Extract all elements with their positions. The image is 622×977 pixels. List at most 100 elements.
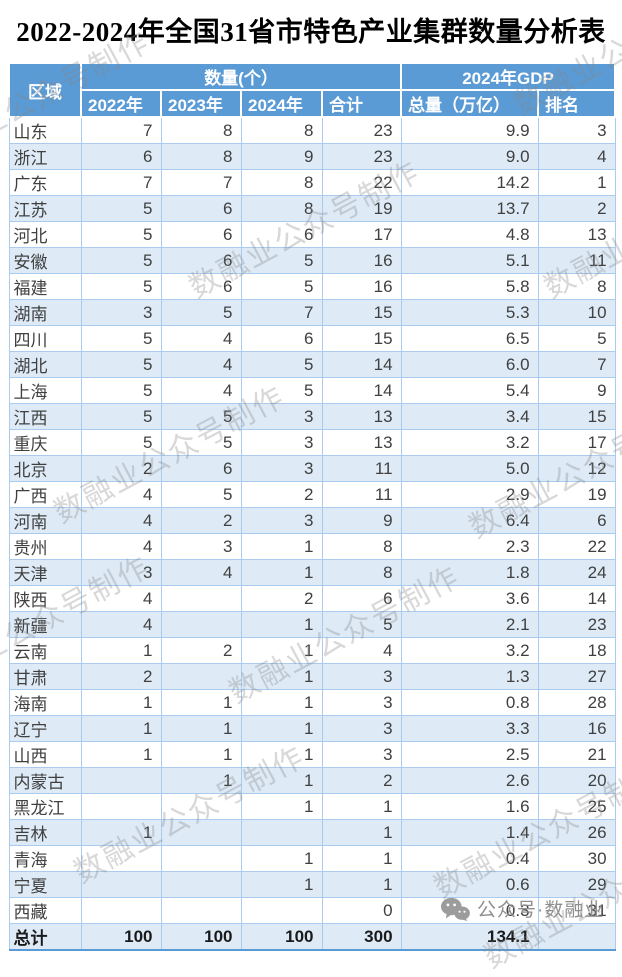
table-row: 江苏 5 6 8 19 13.7 2: [8, 195, 616, 222]
table-row: 吉林 1 1 1.4 26: [8, 819, 616, 846]
table-row: 广西 4 5 2 11 2.9 19: [8, 481, 616, 508]
gdp-cell: 0.3: [400, 897, 539, 924]
rank-cell: 6: [537, 507, 616, 534]
total-cell: 3: [321, 715, 402, 742]
page-title: 2022-2024年全国31省市特色产业集群数量分析表: [16, 17, 606, 47]
y2022-cell: 5: [80, 403, 162, 430]
rank-cell: 31: [537, 897, 616, 924]
region-cell: 云南: [8, 637, 82, 664]
y2023-cell: 4: [160, 325, 242, 352]
total-cell: 11: [321, 481, 402, 508]
rank-cell: 10: [537, 299, 616, 326]
rank-cell: 30: [537, 845, 616, 872]
y2022-cell: 5: [80, 325, 162, 352]
gdp-cell: 1.6: [400, 793, 539, 820]
total-cell: 2: [321, 767, 402, 794]
rank-cell: 20: [537, 767, 616, 794]
table-row: 黑龙江 1 1 1.6 25: [8, 793, 616, 820]
table-row: 安徽 5 6 5 16 5.1 11: [8, 247, 616, 274]
y2024-cell: 6: [240, 325, 323, 352]
y2022-cell: [80, 793, 162, 820]
y2023-cell: 4: [160, 377, 242, 404]
header-2022: 2022年: [80, 89, 162, 118]
wechat-icon: [440, 897, 470, 921]
y2022-cell: 1: [80, 637, 162, 664]
y2024-cell: 7: [240, 299, 323, 326]
rank-cell: 27: [537, 663, 616, 690]
table-row: 海南 1 1 1 3 0.8 28: [8, 689, 616, 716]
gdp-cell: 2.5: [400, 741, 539, 768]
region-cell: 广西: [8, 481, 82, 508]
region-cell: 甘肃: [8, 663, 82, 690]
region-cell: 河南: [8, 507, 82, 534]
rank-cell: 8: [537, 273, 616, 300]
y2022-cell: 1: [80, 819, 162, 846]
rank-cell: 14: [537, 585, 616, 612]
y2024-cell: 1: [240, 533, 323, 560]
total-cell: 300: [321, 923, 402, 951]
y2023-cell: 5: [160, 429, 242, 456]
y2024-cell: [240, 819, 323, 846]
region-cell: 宁夏: [8, 871, 82, 898]
y2023-cell: 6: [160, 455, 242, 482]
gdp-cell: 1.3: [400, 663, 539, 690]
y2024-cell: 3: [240, 455, 323, 482]
y2024-cell: 6: [240, 221, 323, 248]
y2022-cell: 6: [80, 143, 162, 170]
y2022-cell: 5: [80, 221, 162, 248]
region-cell: 海南: [8, 689, 82, 716]
table-body: 山东 7 8 8 23 9.9 3 浙江 6 8 9 23 9.0 4 广东 7 7 8 22 14.2 1 江苏 5 6 8 1…: [8, 116, 616, 951]
y2022-cell: 1: [80, 741, 162, 768]
total-cell: 17: [321, 221, 402, 248]
total-cell: 5: [321, 611, 402, 638]
total-row: 总计 100 100 100 300 134.1: [8, 923, 616, 951]
total-cell: 22: [321, 169, 402, 196]
y2022-cell: 3: [80, 559, 162, 586]
rank-cell: 22: [537, 533, 616, 560]
gdp-cell: 9.0: [400, 143, 539, 170]
gdp-cell: 5.0: [400, 455, 539, 482]
rank-cell: 24: [537, 559, 616, 586]
header-total: 合计: [320, 89, 403, 118]
table-row: 新疆 4 1 5 2.1 23: [8, 611, 616, 638]
table-row: 上海 5 4 5 14 5.4 9: [8, 377, 616, 404]
region-cell: 吉林: [8, 819, 82, 846]
gdp-cell: 5.1: [400, 247, 539, 274]
gdp-cell: 0.6: [400, 871, 539, 898]
total-cell: 8: [321, 559, 402, 586]
total-cell: 19: [321, 195, 402, 222]
y2023-cell: 2: [160, 507, 242, 534]
y2024-cell: 1: [240, 611, 323, 638]
y2024-cell: 1: [240, 715, 323, 742]
rank-cell: 25: [537, 793, 616, 820]
y2022-cell: [80, 767, 162, 794]
y2022-cell: 7: [80, 116, 162, 144]
region-cell: 内蒙古: [8, 767, 82, 794]
y2023-cell: 1: [160, 689, 242, 716]
total-cell: 1: [321, 793, 402, 820]
y2023-cell: 6: [160, 195, 242, 222]
y2023-cell: 1: [160, 767, 242, 794]
total-cell: 1: [321, 819, 402, 846]
y2024-cell: 100: [240, 923, 323, 951]
gdp-cell: 1.8: [400, 559, 539, 586]
table-header: 区域 数量(个） 2024年GDP 2022年 2023年 2024年 合计 总…: [8, 62, 617, 118]
y2023-cell: 5: [160, 403, 242, 430]
y2024-cell: 1: [240, 741, 323, 768]
total-cell: 6: [321, 585, 402, 612]
total-cell: 14: [321, 377, 402, 404]
gdp-cell: 2.6: [400, 767, 539, 794]
gdp-cell: 3.3: [400, 715, 539, 742]
y2023-cell: 6: [160, 273, 242, 300]
y2024-cell: 2: [240, 481, 323, 508]
table-row: 内蒙古 1 1 2 2.6 20: [8, 767, 616, 794]
total-cell: 4: [321, 637, 402, 664]
region-cell: 浙江: [8, 143, 82, 170]
y2023-cell: 6: [160, 221, 242, 248]
region-cell: 陕西: [8, 585, 82, 612]
region-cell: 湖北: [8, 351, 82, 378]
table-row: 辽宁 1 1 1 3 3.3 16: [8, 715, 616, 742]
header-gdp-total: 总量（万亿）: [400, 89, 540, 118]
region-cell: 上海: [8, 377, 82, 404]
table-row: 河南 4 2 3 9 6.4 6: [8, 507, 616, 534]
